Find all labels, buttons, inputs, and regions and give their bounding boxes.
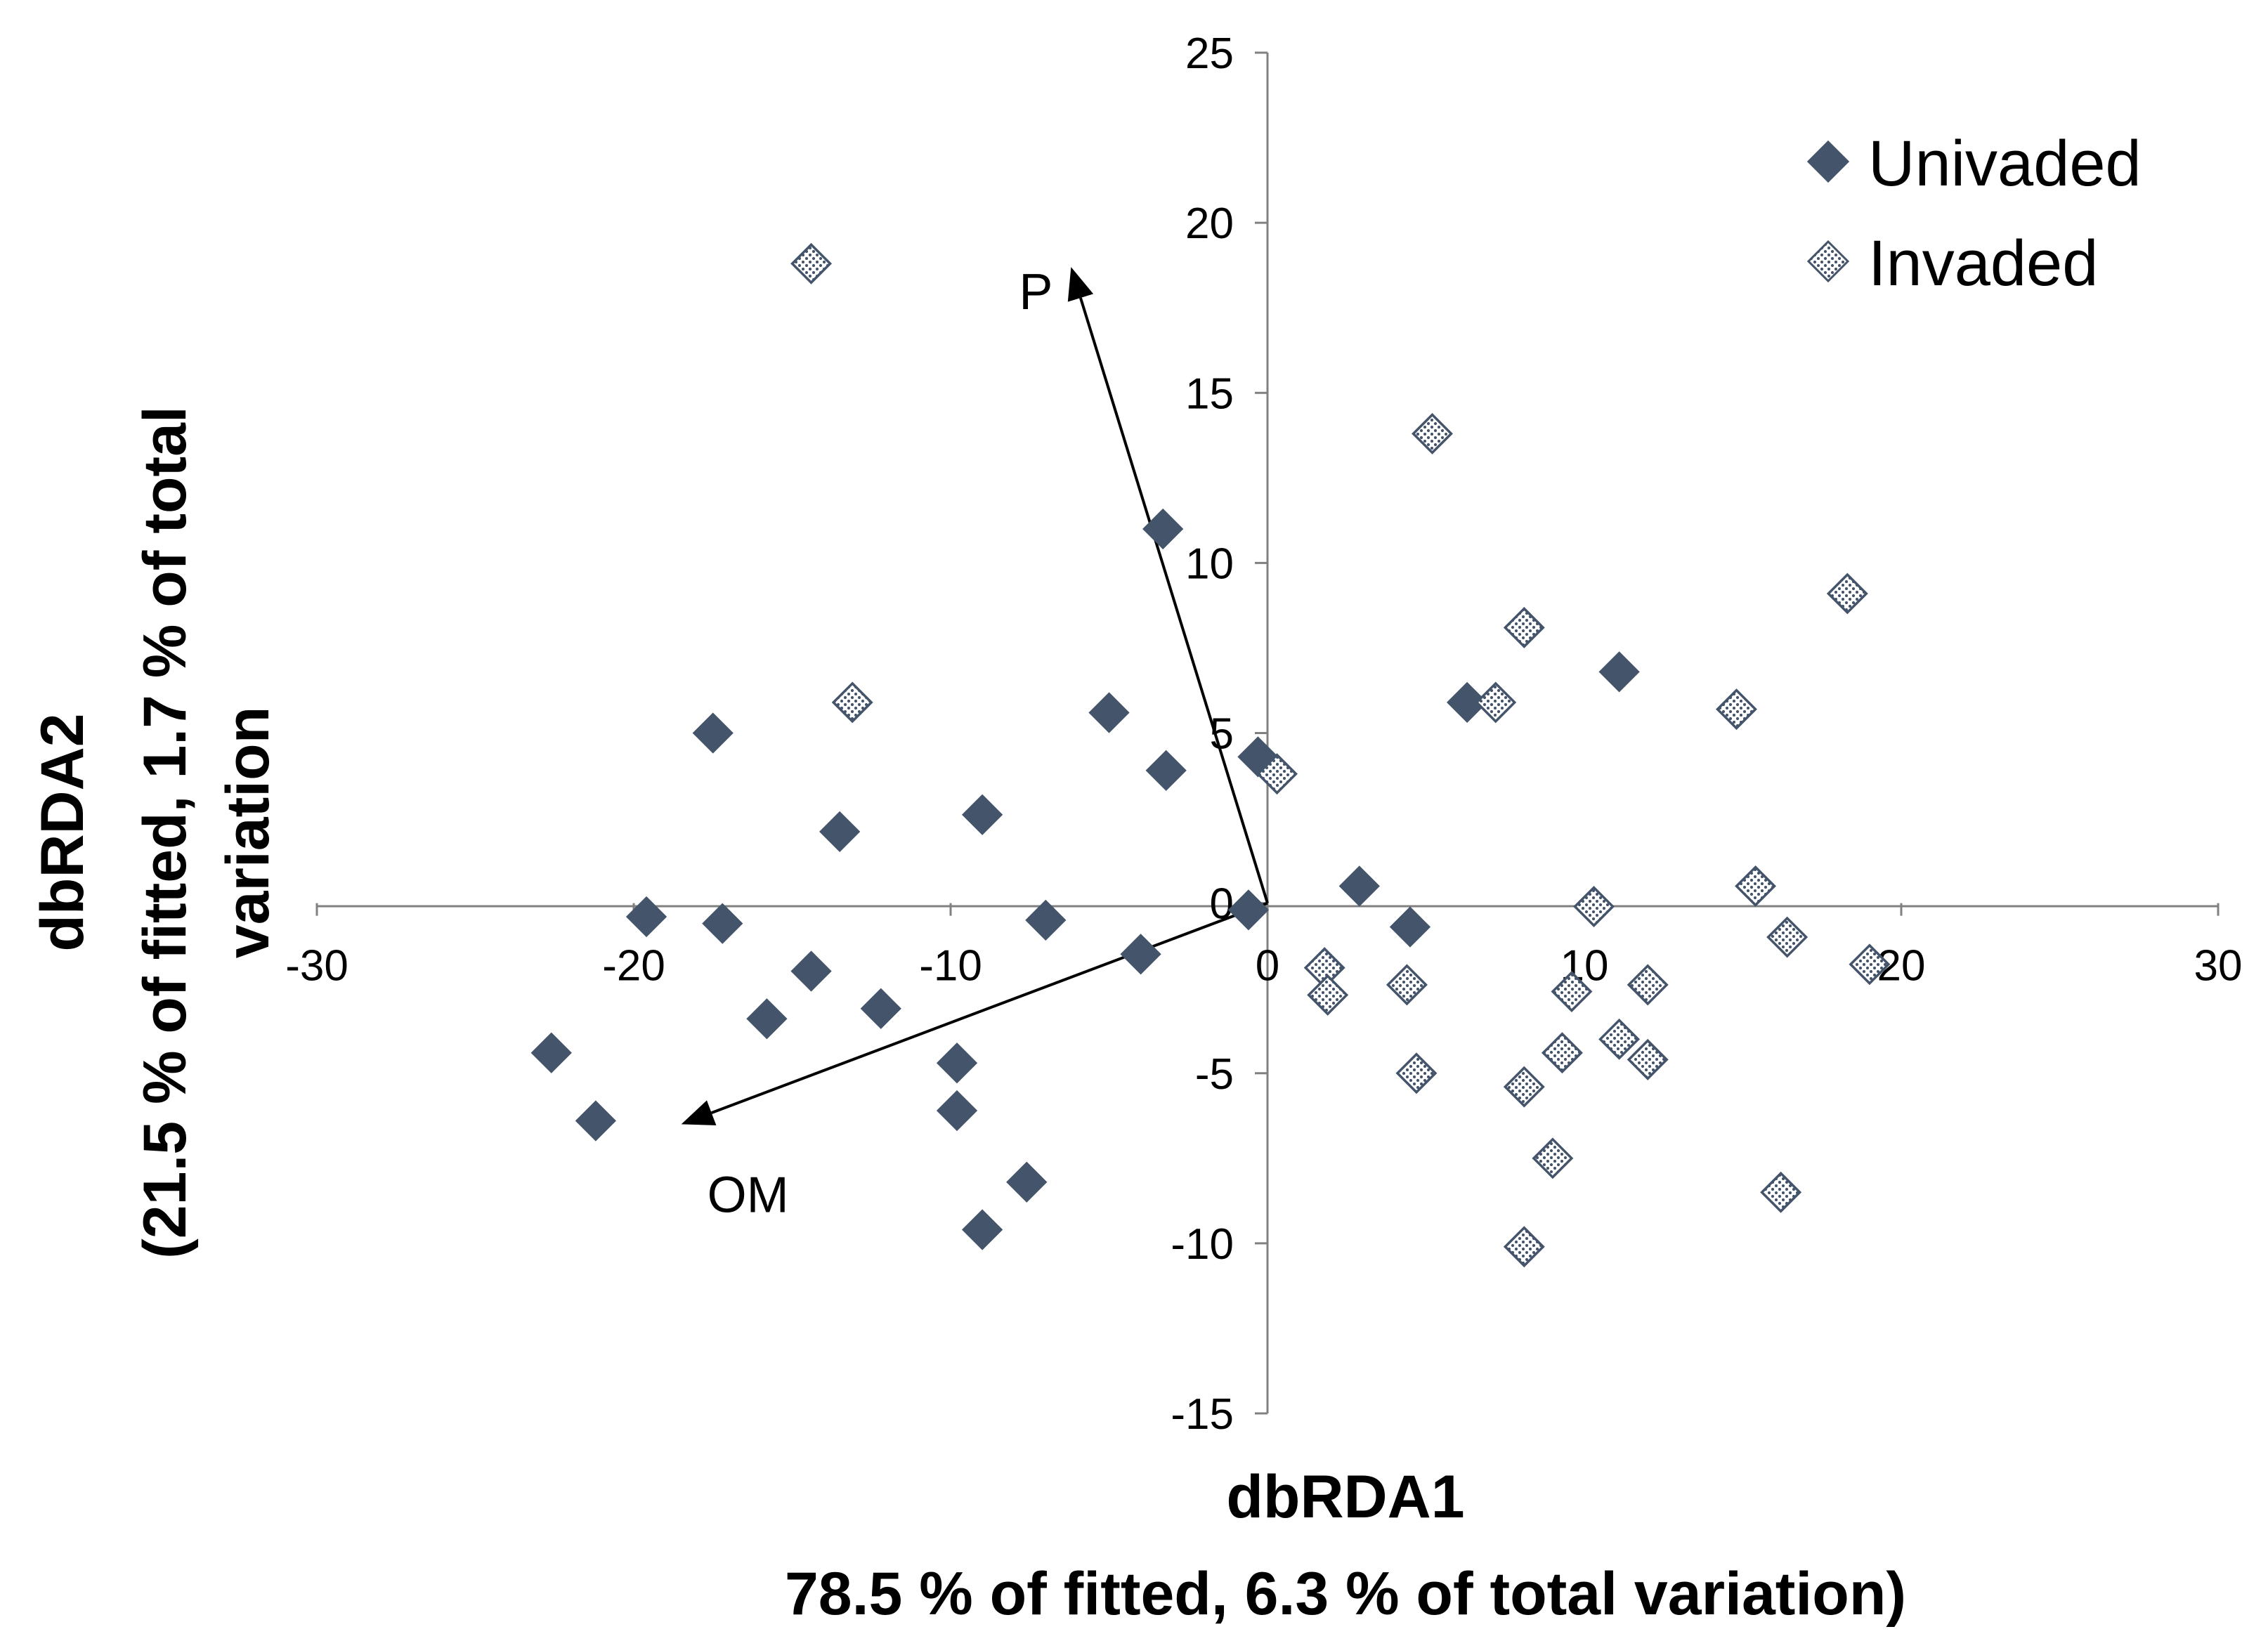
x-axis-title-line-1: dbRDA1 — [1226, 1463, 1464, 1531]
y-tick-label: 10 — [1185, 540, 1234, 588]
point-univaded — [1120, 934, 1161, 975]
y-axis-title-line-3: variation — [214, 707, 282, 958]
point-invaded — [1503, 1066, 1545, 1108]
y-axis-title: dbRDA2 (21.5 % of fitted, 1.7 % of total… — [29, 406, 282, 1259]
point-univaded — [1598, 651, 1640, 693]
point-univaded — [936, 1042, 978, 1084]
point-univaded — [936, 1090, 978, 1132]
point-invaded — [1307, 974, 1349, 1016]
y-tick-label: 15 — [1185, 370, 1234, 418]
point-invaded — [1532, 1137, 1574, 1179]
point-univaded — [746, 998, 788, 1040]
point-invaded — [790, 242, 833, 285]
vector-om-arrowhead — [681, 1100, 717, 1125]
point-invaded — [1386, 964, 1428, 1006]
legend: Univaded Invaded — [1806, 128, 2142, 299]
point-invaded — [1627, 964, 1669, 1006]
legend-label-invaded: Invaded — [1868, 228, 2098, 299]
point-invaded — [1598, 1018, 1641, 1060]
vector-p-line — [1079, 297, 1269, 904]
legend-marker-invaded — [1806, 240, 1850, 283]
x-tick-label: 0 — [1256, 942, 1279, 991]
point-invaded — [1760, 1171, 1802, 1213]
point-univaded — [961, 1209, 1003, 1250]
point-invaded — [1826, 573, 1868, 615]
point-invaded — [1541, 1032, 1583, 1074]
x-tick-label: -20 — [602, 942, 665, 991]
point-univaded — [692, 712, 734, 754]
point-univaded — [961, 794, 1003, 835]
point-univaded — [1088, 692, 1130, 733]
vector-p-label: P — [1019, 264, 1052, 320]
legend-marker-univaded — [1806, 140, 1850, 183]
point-univaded — [1006, 1161, 1048, 1203]
point-univaded — [1142, 508, 1184, 550]
point-invaded — [1716, 688, 1757, 731]
point-univaded — [530, 1032, 572, 1073]
x-tick-label: -10 — [919, 942, 982, 991]
point-invaded — [1503, 606, 1545, 648]
point-invaded — [831, 681, 873, 724]
point-invaded — [1766, 916, 1808, 958]
point-univaded — [1447, 681, 1488, 724]
point-invaded — [1735, 865, 1777, 907]
point-univaded — [1338, 865, 1380, 907]
point-univaded — [1389, 906, 1431, 948]
y-tick-label: -10 — [1171, 1220, 1234, 1269]
point-invaded — [1256, 753, 1298, 795]
y-tick-label: -5 — [1195, 1050, 1234, 1099]
point-univaded — [702, 903, 743, 944]
point-univaded — [1145, 750, 1187, 791]
vector-om-label: OM — [708, 1167, 789, 1223]
vector-om-line — [710, 901, 1268, 1115]
point-invaded — [1395, 1052, 1438, 1094]
y-tick-label: 25 — [1185, 30, 1234, 78]
x-tick-label: -30 — [285, 942, 348, 991]
point-univaded — [625, 896, 667, 938]
y-axis-title-line-2: (21.5 % of fitted, 1.7 % of total — [131, 406, 199, 1259]
point-invaded — [1551, 971, 1593, 1013]
point-univaded — [790, 950, 832, 992]
point-univaded — [860, 988, 901, 1029]
vector-p-arrowhead — [1067, 267, 1094, 302]
point-invaded — [1849, 943, 1891, 986]
point-invaded — [1627, 1038, 1669, 1080]
x-axis-title-line-2: 78.5 % of fitted, 6.3 % of total variati… — [785, 1560, 1906, 1628]
point-univaded — [1237, 736, 1279, 778]
point-univaded — [575, 1100, 617, 1142]
point-invaded — [1573, 885, 1615, 927]
legend-label-univaded: Univaded — [1868, 128, 2142, 200]
point-invaded — [1475, 681, 1517, 724]
y-axis-title-line-1: dbRDA2 — [29, 713, 96, 951]
point-univaded — [819, 811, 861, 853]
y-tick-label: 20 — [1185, 200, 1234, 248]
point-invaded — [1412, 412, 1453, 455]
vectors: P OM — [681, 264, 1269, 1223]
y-tick-label: -15 — [1171, 1390, 1234, 1439]
points — [530, 242, 1891, 1268]
point-univaded — [1227, 889, 1270, 931]
x-ticks: -30 -20 -10 0 10 20 30 — [285, 903, 2242, 991]
point-univaded — [1025, 899, 1067, 941]
point-invaded — [1503, 1226, 1545, 1268]
x-tick-label: 30 — [2194, 942, 2243, 991]
